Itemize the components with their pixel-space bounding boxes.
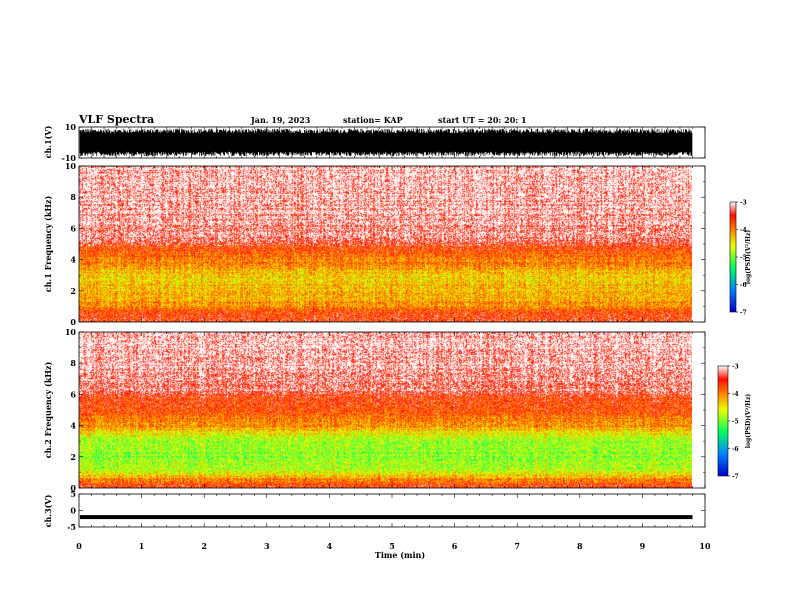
x-tick-label: 4 <box>327 541 333 551</box>
y-tick-label: 2 <box>70 452 76 462</box>
x-tick-label: 2 <box>201 541 207 551</box>
x-tick-label: 9 <box>640 541 646 551</box>
ch1-spec-ylabel: ch.1 Frequency (kHz) <box>43 196 53 293</box>
y-tick-label: 6 <box>70 389 76 399</box>
y-tick-label: 6 <box>70 223 76 233</box>
colorbar-tick-label: -4 <box>732 391 739 398</box>
y-tick-label: -5 <box>67 522 76 532</box>
x-tick-label: 8 <box>577 541 583 551</box>
x-tick-label: 7 <box>514 541 520 551</box>
figure-title: VLF Spectra <box>78 113 154 126</box>
colorbar-tick-label: -4 <box>740 227 747 234</box>
y-tick-label: 8 <box>70 192 76 202</box>
y-tick-label: 4 <box>70 421 76 431</box>
colorbar-tick-label: -6 <box>732 446 739 453</box>
colorbar-tick-label: -3 <box>732 364 739 371</box>
ch2-spec-ylabel: ch.2 Frequency (kHz) <box>43 362 53 459</box>
ch1-colorbar-gradient <box>729 201 737 313</box>
x-axis-tick-labels: 0 1 2 3 4 5 6 7 8 9 10 <box>76 541 711 551</box>
colorbar-tick-label: -6 <box>740 282 747 289</box>
x-axis-label: Time (min) <box>375 550 425 560</box>
ch2-spectrogram-image <box>79 332 692 488</box>
y-tick-label: 10 <box>65 161 77 171</box>
x-tick-label: 10 <box>699 541 711 551</box>
header-date: Jan. 19, 2023 <box>250 115 311 125</box>
ch3-waveform-trace <box>80 515 693 520</box>
ch1-waveform-panel: 10 -10 <box>62 122 706 163</box>
ch1-colorbar: log(PSD)(V²/Hz) -3 -4 -5 -6 -7 <box>729 200 752 317</box>
ch2-spectrogram-panel: 0 2 4 6 8 10 <box>65 327 706 493</box>
x-tick-label: 0 <box>76 541 82 551</box>
y-tick-label: 8 <box>70 358 76 368</box>
header-start-time: start UT = 20: 20: 1 <box>438 115 527 125</box>
y-tick-label: -10 <box>62 153 77 163</box>
colorbar-tick-label: -5 <box>740 255 747 262</box>
x-tick-label: 1 <box>139 541 145 551</box>
header-station: station= KAP <box>343 115 403 125</box>
ch3-ylabel: ch.3(V) <box>43 494 53 527</box>
y-tick-label: 4 <box>70 255 76 265</box>
colorbar-tick-label: -3 <box>740 200 747 207</box>
y-tick-label: 5 <box>70 489 76 499</box>
ch1-spectrogram-image <box>79 166 692 322</box>
ch1-colorbar-label: log(PSD)(V²/Hz) <box>745 230 752 285</box>
ch1-ylabel: ch.1(V) <box>43 125 53 158</box>
panel-frame <box>78 493 706 528</box>
x-tick-label: 3 <box>264 541 270 551</box>
colorbar-tick-label: -5 <box>732 419 739 426</box>
ch3-waveform-panel: 5 0 -5 <box>67 489 706 532</box>
y-tick-label: 0 <box>70 317 76 327</box>
y-tick-label: 0 <box>70 483 76 493</box>
y-tick-label: 10 <box>65 327 77 337</box>
y-tick-label: 2 <box>70 286 76 296</box>
colorbar-tick-label: -7 <box>740 310 747 317</box>
x-tick-label: 6 <box>452 541 458 551</box>
colorbar-tick-label: -7 <box>732 474 739 481</box>
ch1-spectrogram-panel: 0 2 4 6 8 10 <box>65 161 706 327</box>
ch1-waveform-trace <box>79 128 693 157</box>
x-tick-label: 5 <box>389 541 395 551</box>
y-tick-label: 0 <box>70 506 76 516</box>
ch2-colorbar-label: log(PSD)(V²/Hz) <box>745 394 752 449</box>
y-tick-label: 10 <box>65 122 77 132</box>
ch2-colorbar-gradient <box>717 365 729 477</box>
ch2-colorbar: log(PSD)(V²/Hz) -3 -4 -5 -6 -7 <box>717 364 752 481</box>
